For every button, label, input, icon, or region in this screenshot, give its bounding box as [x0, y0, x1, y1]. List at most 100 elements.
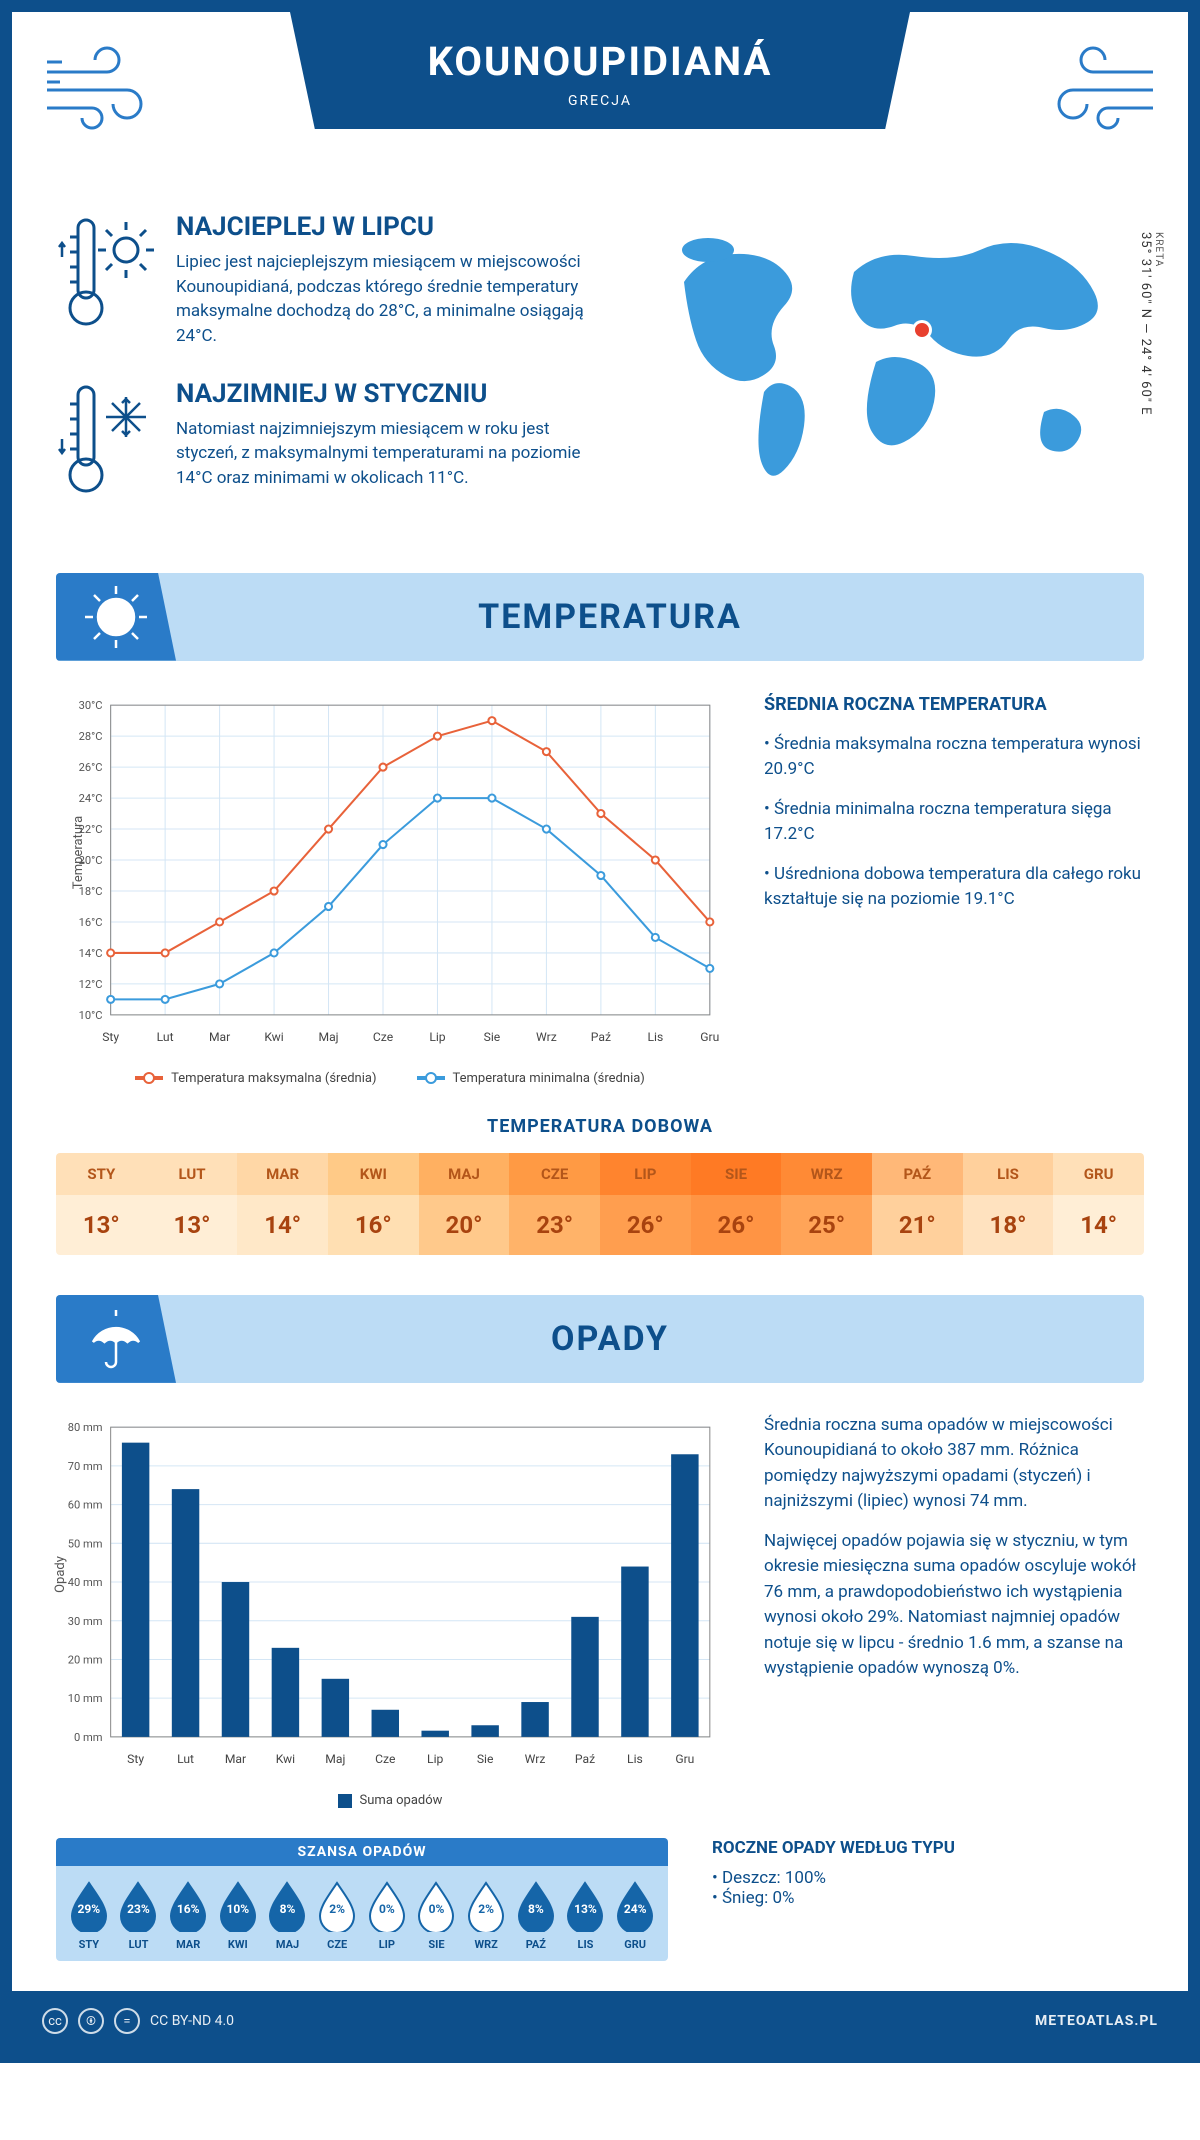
header: KOUNOUPIDIANÁ GRECJA	[12, 12, 1188, 212]
daily-temp-cell: LUT 13°	[147, 1153, 238, 1255]
precip-legend-label: Suma opadów	[360, 1793, 443, 1808]
raindrop-icon: 10%	[217, 1880, 259, 1932]
svg-text:12°C: 12°C	[79, 978, 103, 991]
umbrella-icon	[56, 1295, 176, 1383]
raindrop-icon: 2%	[316, 1880, 358, 1932]
svg-text:Wrz: Wrz	[536, 1030, 557, 1044]
daily-temp-cell: PAŹ 21°	[872, 1153, 963, 1255]
daily-temp-cell: CZE 23°	[509, 1153, 600, 1255]
rain-chance-block: SZANSA OPADÓW 29% STY 23% LUT 16%	[12, 1838, 712, 1991]
rain-chance-cell: 2% WRZ	[461, 1880, 511, 1951]
svg-text:30°C: 30°C	[79, 699, 103, 712]
daily-temp-cell: MAR 14°	[237, 1153, 328, 1255]
svg-text:60 mm: 60 mm	[68, 1499, 103, 1512]
svg-text:Wrz: Wrz	[525, 1752, 546, 1766]
precip-type-block: ROCZNE OPADY WEDŁUG TYPU • Deszcz: 100%•…	[712, 1838, 1092, 1991]
svg-text:Lip: Lip	[429, 1030, 445, 1044]
temp-y-axis-label: Temperatura	[71, 815, 86, 888]
svg-text:Paź: Paź	[591, 1030, 611, 1044]
coldest-text: Natomiast najzimniejszym miesiącem w rok…	[176, 417, 604, 491]
license-text: CC BY-ND 4.0	[150, 2013, 234, 2029]
daily-temp-cell: WRZ 25°	[781, 1153, 872, 1255]
temp-summary-bullet: • Średnia maksymalna roczna temperatura …	[764, 732, 1144, 783]
rain-chance-title: SZANSA OPADÓW	[56, 1838, 668, 1866]
thermometer-sun-icon	[56, 212, 156, 349]
temp-summary-bullet: • Średnia minimalna roczna temperatura s…	[764, 797, 1144, 848]
world-map-block: KRETA 35° 31' 60" N — 24° 4' 60" E	[644, 212, 1144, 533]
precip-summary-p1: Średnia roczna suma opadów w miejscowośc…	[764, 1413, 1144, 1515]
svg-text:Sty: Sty	[102, 1030, 119, 1044]
coldest-title: NAJZIMNIEJ W STYCZNIU	[176, 379, 604, 409]
raindrop-icon: 16%	[167, 1880, 209, 1932]
site-name: METEOATLAS.PL	[1035, 2013, 1158, 2029]
rain-chance-cell: 2% CZE	[312, 1880, 362, 1951]
svg-text:Kwi: Kwi	[264, 1030, 283, 1044]
rain-chance-cell: 29% STY	[64, 1880, 114, 1951]
raindrop-icon: 8%	[266, 1880, 308, 1932]
wind-icon-right	[1028, 42, 1158, 136]
rain-chance-cell: 24% GRU	[610, 1880, 660, 1951]
daily-temp-cell: MAJ 20°	[419, 1153, 510, 1255]
sun-icon	[56, 573, 176, 661]
daily-temp-cell: STY 13°	[56, 1153, 147, 1255]
svg-text:10°C: 10°C	[79, 1008, 103, 1021]
rain-chance-cell: 0% LIP	[362, 1880, 412, 1951]
temperature-legend: Temperatura maksymalna (średnia)Temperat…	[56, 1071, 724, 1086]
raindrop-icon: 2%	[465, 1880, 507, 1932]
daily-temperature-block: TEMPERATURA DOBOWA STY 13°LUT 13°MAR 14°…	[12, 1116, 1188, 1295]
svg-text:24°C: 24°C	[79, 792, 103, 805]
svg-text:80 mm: 80 mm	[68, 1421, 103, 1434]
raindrop-icon: 0%	[366, 1880, 408, 1932]
temperature-content: Temperatura 10°C12°C14°C16°C18°C20°C22°C…	[12, 661, 1188, 1116]
rain-chance-cell: 23% LUT	[114, 1880, 164, 1951]
license-block: cc 🅯 = CC BY-ND 4.0	[42, 2008, 234, 2034]
rain-chance-cell: 8% PAŹ	[511, 1880, 561, 1951]
svg-text:28°C: 28°C	[79, 730, 103, 743]
warmest-title: NAJCIEPLEJ W LIPCU	[176, 212, 604, 242]
intro-text-column: NAJCIEPLEJ W LIPCU Lipiec jest najcieple…	[56, 212, 604, 533]
daily-temp-cell: SIE 26°	[691, 1153, 782, 1255]
precip-summary-p2: Najwięcej opadów pojawia się w styczniu,…	[764, 1529, 1144, 1682]
coords-text: 35° 31' 60" N — 24° 4' 60" E	[1138, 232, 1153, 416]
rain-chance-cell: 13% LIS	[561, 1880, 611, 1951]
svg-text:Sie: Sie	[484, 1030, 501, 1044]
infographic-frame: KOUNOUPIDIANÁ GRECJA	[0, 0, 1200, 2063]
rain-chance-strip: 29% STY 23% LUT 16% MAR 10%	[56, 1866, 668, 1961]
temperature-summary: ŚREDNIA ROCZNA TEMPERATURA • Średnia mak…	[764, 691, 1144, 1086]
rain-chance-cell: 10% KWI	[213, 1880, 263, 1951]
precip-type-title: ROCZNE OPADY WEDŁUG TYPU	[712, 1838, 1048, 1858]
title-banner: KOUNOUPIDIANÁ GRECJA	[290, 12, 910, 129]
temperature-title: TEMPERATURA	[176, 597, 1144, 637]
svg-text:14°C: 14°C	[79, 947, 103, 960]
wind-icon-left	[42, 42, 172, 136]
svg-text:26°C: 26°C	[79, 761, 103, 774]
location-subtitle: GRECJA	[310, 93, 890, 109]
svg-text:Lut: Lut	[157, 1030, 174, 1044]
svg-text:Gru: Gru	[700, 1030, 719, 1044]
precipitation-legend: Suma opadów	[56, 1793, 724, 1808]
daily-temp-title: TEMPERATURA DOBOWA	[56, 1116, 1144, 1137]
raindrop-icon: 0%	[415, 1880, 457, 1932]
temp-summary-title: ŚREDNIA ROCZNA TEMPERATURA	[764, 691, 1144, 718]
svg-text:Lut: Lut	[177, 1752, 194, 1766]
svg-text:Kwi: Kwi	[276, 1752, 295, 1766]
svg-text:Lis: Lis	[627, 1752, 643, 1766]
svg-text:Cze: Cze	[373, 1030, 393, 1044]
svg-text:Sty: Sty	[127, 1752, 144, 1766]
warmest-block: NAJCIEPLEJ W LIPCU Lipiec jest najcieple…	[56, 212, 604, 349]
raindrop-icon: 24%	[614, 1880, 656, 1932]
svg-text:Maj: Maj	[318, 1030, 338, 1044]
rain-chance-cell: 16% MAR	[163, 1880, 213, 1951]
svg-text:16°C: 16°C	[79, 916, 103, 929]
raindrop-icon: 29%	[68, 1880, 110, 1932]
temperature-section-header: TEMPERATURA	[56, 573, 1144, 661]
svg-text:Gru: Gru	[675, 1752, 694, 1766]
region-label: KRETA	[1153, 232, 1164, 410]
nd-icon: =	[114, 2008, 140, 2034]
temp-summary-bullet: • Uśredniona dobowa temperatura dla całe…	[764, 862, 1144, 913]
coldest-block: NAJZIMNIEJ W STYCZNIU Natomiast najzimni…	[56, 379, 604, 503]
svg-text:0 mm: 0 mm	[74, 1731, 103, 1744]
precip-type-bullet: • Deszcz: 100%	[712, 1868, 1048, 1888]
precipitation-bar-chart: Opady 0 mm10 mm20 mm30 mm40 mm50 mm60 mm…	[56, 1413, 724, 1808]
svg-text:Cze: Cze	[375, 1752, 395, 1766]
